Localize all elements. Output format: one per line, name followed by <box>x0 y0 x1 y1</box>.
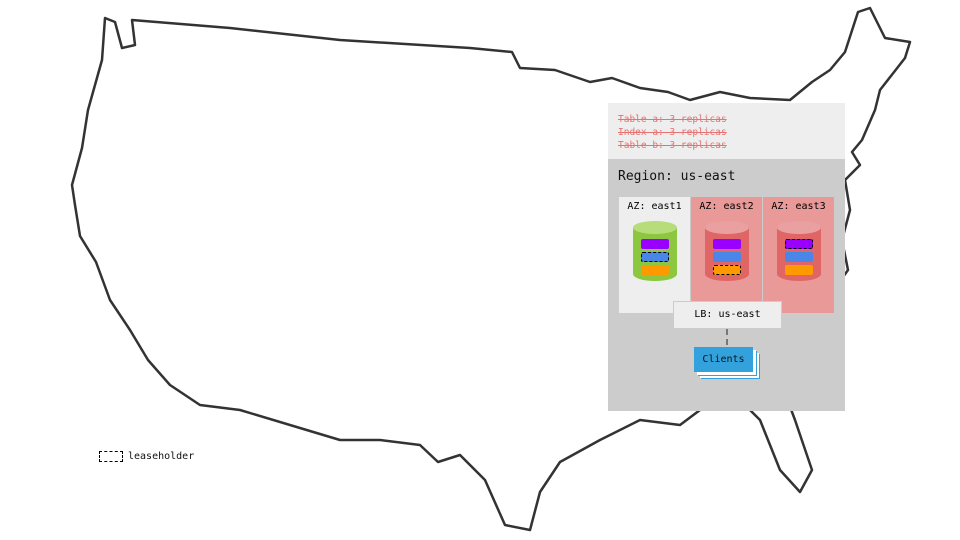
leaseholder-swatch <box>99 451 123 462</box>
replica-table-a <box>712 239 741 249</box>
database-icon <box>704 221 749 287</box>
table-b-label: Table b: 3 replicas <box>618 140 727 151</box>
replica-index-a <box>784 252 813 262</box>
az-label: AZ: east1 <box>627 201 682 212</box>
az-label: AZ: east3 <box>771 201 826 212</box>
region-us-east: Region: us-east AZ: east1 AZ: east2 AZ: … <box>608 159 845 411</box>
database-icon <box>632 221 677 287</box>
az-east2: AZ: east2 <box>691 197 762 313</box>
replica-index-a <box>712 252 741 262</box>
replica-index-a-leaseholder <box>640 252 669 262</box>
table-a-label: Table a: 3 replicas <box>618 114 727 125</box>
replica-table-a-leaseholder <box>784 239 813 249</box>
load-balancer: LB: us-east <box>673 301 782 329</box>
replica-table-b <box>784 265 813 275</box>
az-east1: AZ: east1 <box>619 197 690 313</box>
clients-box: Clients <box>694 347 753 372</box>
replica-table-a <box>640 239 669 249</box>
database-icon <box>776 221 821 287</box>
region-title: Region: us-east <box>618 169 736 184</box>
index-a-label: Index a: 3 replicas <box>618 127 727 138</box>
az-east3: AZ: east3 <box>763 197 834 313</box>
az-label: AZ: east2 <box>699 201 754 212</box>
connector-line <box>726 329 728 345</box>
replica-table-b-leaseholder <box>712 265 741 275</box>
legend: leaseholder <box>99 451 194 462</box>
legend-label: leaseholder <box>128 451 195 462</box>
replica-table-b <box>640 265 669 275</box>
tables-panel: Table a: 3 replicas Index a: 3 replicas … <box>608 103 845 159</box>
